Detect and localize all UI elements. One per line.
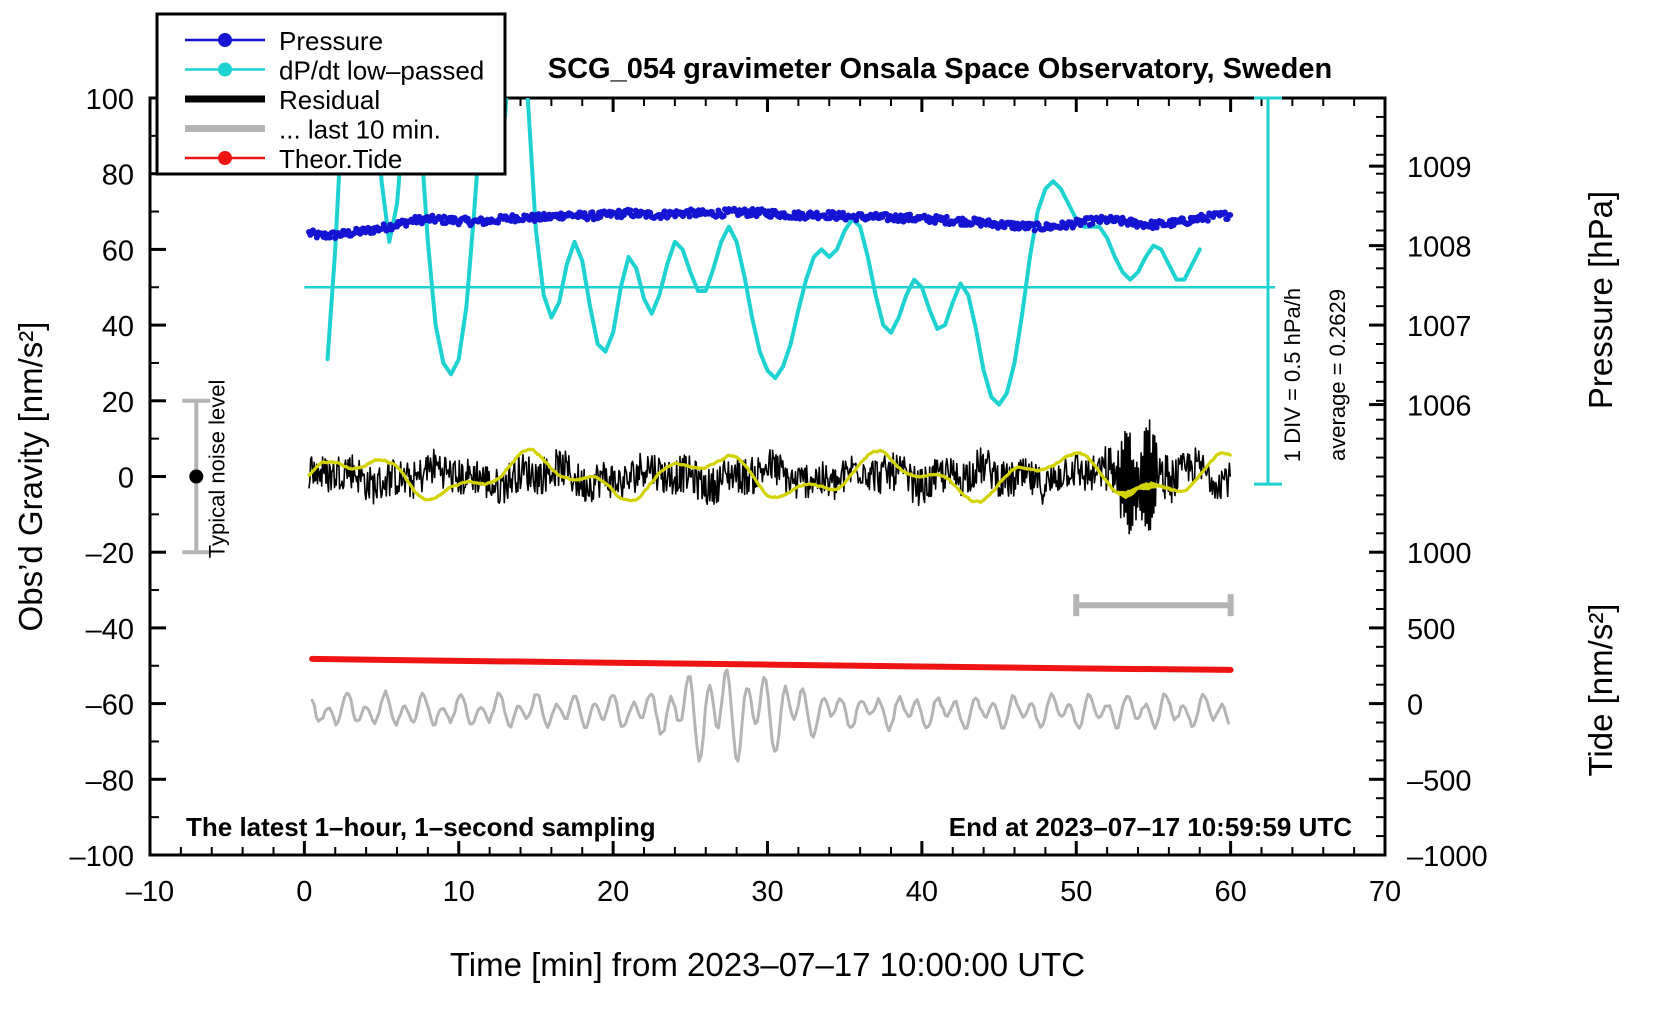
y-tick-label: –80 (86, 765, 134, 797)
y-tick-label: –40 (86, 614, 134, 646)
legend-item[interactable]: Residual (185, 85, 380, 115)
pressure-tick-label: 1007 (1407, 311, 1472, 343)
y-tick-label: –20 (86, 538, 134, 570)
x-tick-label: 20 (597, 876, 629, 908)
x-tick-label: 70 (1369, 876, 1401, 908)
pressure-point (519, 217, 526, 224)
x-tick-label: 0 (296, 876, 312, 908)
div-label: 1 DIV = 0.5 hPa/h (1280, 288, 1305, 462)
series-dpdt (325, 98, 1202, 407)
legend-label: Pressure (279, 26, 383, 56)
tide-tick-label: 500 (1407, 614, 1455, 646)
pressure-axis-title: Pressure [hPa] (1582, 191, 1619, 409)
pressure-tick-label: 1009 (1407, 152, 1472, 184)
y-tick-label: 100 (86, 84, 134, 116)
pressure-point (943, 213, 950, 220)
y-tick-label: 0 (118, 463, 134, 495)
legend-marker-dot (218, 33, 232, 47)
pressure-point (345, 227, 352, 234)
pressure-point (418, 220, 425, 227)
x-axis-title: Time [min] from 2023–07–17 10:00:00 UTC (450, 946, 1085, 983)
pressure-point (1204, 217, 1211, 224)
pressure-point (830, 210, 837, 217)
y-tick-label: 20 (102, 387, 134, 419)
y-axis-title: Obs’d Gravity [nm/s²] (12, 322, 49, 632)
legend-marker-dot (218, 62, 232, 77)
pressure-point (840, 209, 847, 216)
x-tick-label: –10 (126, 876, 174, 908)
pressure-tick-label: 1008 (1407, 232, 1472, 264)
series-last-10-min (310, 668, 1230, 763)
y-tick-label: –100 (69, 841, 134, 873)
legend-label: Residual (279, 85, 380, 115)
x-tick-label: 10 (443, 876, 475, 908)
noise-level-label: Typical noise level (204, 380, 229, 559)
legend-item[interactable]: Theor.Tide (185, 144, 402, 174)
pressure-point (441, 213, 448, 220)
tide-axis-title: Tide [nm/s²] (1582, 604, 1619, 777)
footer-right: End at 2023–07–17 10:59:59 UTC (949, 812, 1352, 842)
x-tick-label: 60 (1214, 876, 1246, 908)
y-tick-label: 80 (102, 160, 134, 192)
average-label: average = 0.2629 (1325, 289, 1350, 461)
footer-left: The latest 1–hour, 1–second sampling (186, 812, 656, 842)
y-tick-label: 60 (102, 235, 134, 267)
tide-tick-label: –500 (1407, 765, 1472, 797)
tide-tick-label: –1000 (1407, 841, 1488, 873)
noise-level-center-dot (189, 469, 204, 484)
pressure-point (1227, 212, 1234, 219)
series-theor-tide (309, 655, 1234, 673)
legend-label: ... last 10 min. (279, 115, 441, 145)
tide-tick-label: 1000 (1407, 538, 1472, 570)
legend-item[interactable]: Pressure (185, 26, 383, 56)
pressure-point (581, 210, 588, 217)
series-pressure (306, 205, 1234, 241)
legend-item[interactable]: dP/dt low–passed (185, 56, 484, 86)
x-tick-label: 40 (906, 876, 938, 908)
pressure-point (720, 212, 727, 219)
tide-tick-label: 0 (1407, 690, 1423, 722)
pressure-point (627, 207, 634, 214)
page-title: SCG_054 gravimeter Onsala Space Observat… (548, 53, 1332, 85)
legend-marker-dot (218, 151, 232, 165)
legend-label: Theor.Tide (279, 144, 402, 174)
y-tick-label: 40 (102, 311, 134, 343)
x-tick-label: 50 (1060, 876, 1092, 908)
pressure-point (686, 213, 693, 220)
y-tick-label: –60 (86, 690, 134, 722)
series-residual (308, 419, 1231, 535)
pressure-point (661, 208, 668, 215)
x-tick-label: 30 (751, 876, 783, 908)
legend-label: dP/dt low–passed (279, 56, 484, 86)
pressure-point (643, 213, 650, 220)
pressure-tick-label: 1006 (1407, 391, 1472, 423)
legend-item[interactable]: ... last 10 min. (185, 115, 441, 145)
pressure-point (1031, 227, 1038, 234)
series-residual-smoothed (307, 447, 1232, 504)
